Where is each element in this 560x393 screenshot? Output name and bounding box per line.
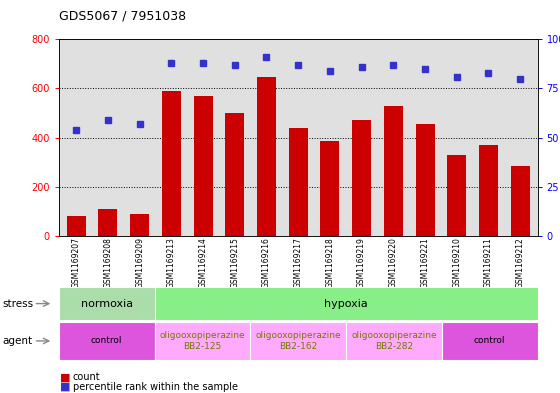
Bar [479, 145, 498, 236]
Text: control: control [91, 336, 123, 345]
Bar [99, 209, 118, 236]
Bar [257, 77, 276, 236]
Bar [416, 124, 435, 236]
Text: stress: stress [3, 299, 34, 309]
Bar [320, 141, 339, 236]
Bar [352, 120, 371, 236]
Bar [511, 166, 530, 236]
Text: normoxia: normoxia [81, 299, 133, 309]
Bar [289, 128, 307, 236]
Text: count: count [73, 372, 100, 382]
Text: GDS5067 / 7951038: GDS5067 / 7951038 [59, 10, 186, 23]
Text: oligooxopiperazine
BB2-162: oligooxopiperazine BB2-162 [255, 331, 341, 351]
Text: oligooxopiperazine
BB2-125: oligooxopiperazine BB2-125 [160, 331, 245, 351]
Bar [384, 106, 403, 236]
Text: ■: ■ [60, 372, 71, 382]
Bar [194, 96, 213, 236]
Text: oligooxopiperazine
BB2-282: oligooxopiperazine BB2-282 [351, 331, 437, 351]
Text: percentile rank within the sample: percentile rank within the sample [73, 382, 238, 392]
Text: agent: agent [3, 336, 33, 346]
Bar [447, 155, 466, 236]
Bar [162, 91, 181, 236]
Text: hypoxia: hypoxia [324, 299, 368, 309]
Bar [225, 113, 244, 236]
Text: control: control [474, 336, 506, 345]
Bar [67, 216, 86, 236]
Bar [130, 214, 149, 236]
Text: ■: ■ [60, 382, 71, 392]
